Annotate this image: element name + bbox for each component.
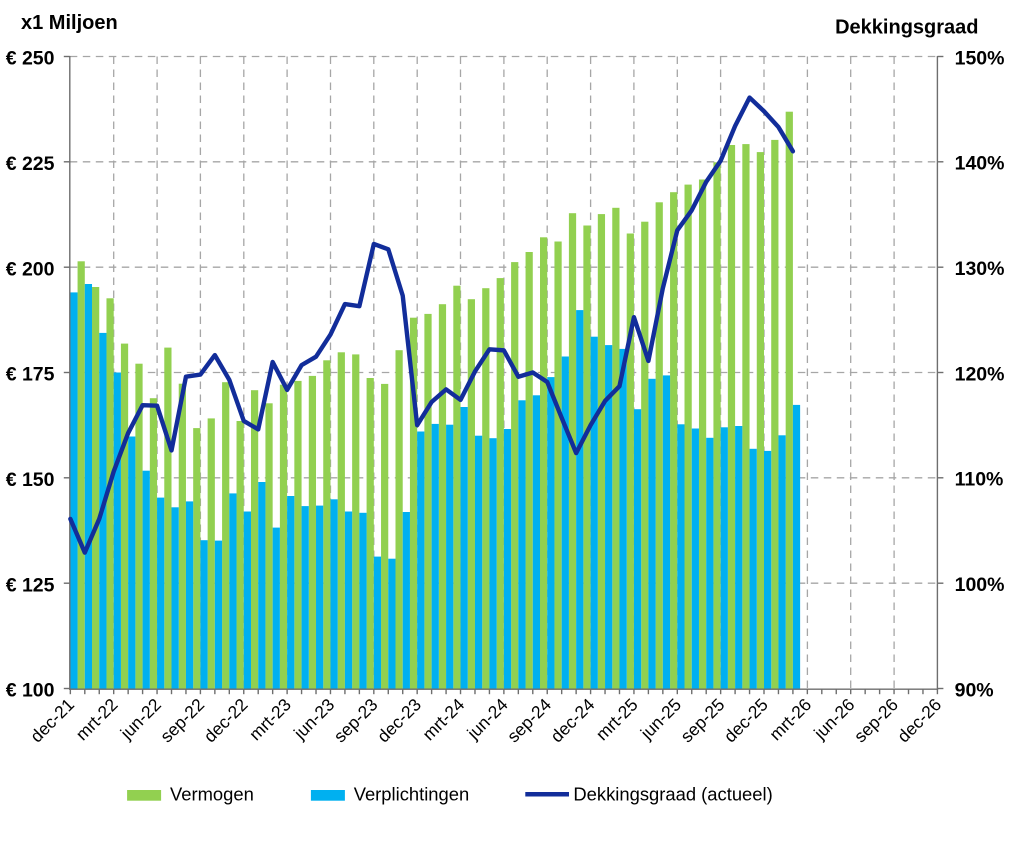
svg-text:€ 125: € 125 bbox=[6, 574, 55, 596]
svg-text:€ 100: € 100 bbox=[6, 680, 55, 702]
svg-text:Vermogen: Vermogen bbox=[170, 784, 254, 805]
svg-text:150%: 150% bbox=[955, 47, 1005, 69]
svg-text:Dekkingsgraad (actueel): Dekkingsgraad (actueel) bbox=[573, 784, 772, 805]
svg-text:90%: 90% bbox=[955, 679, 994, 701]
svg-text:€ 250: € 250 bbox=[6, 48, 55, 70]
svg-text:€ 150: € 150 bbox=[6, 469, 55, 491]
svg-text:110%: 110% bbox=[955, 469, 1004, 491]
svg-text:Dekkingsgraad: Dekkingsgraad bbox=[835, 17, 978, 39]
svg-text:€ 175: € 175 bbox=[6, 364, 55, 386]
svg-text:x1 Miljoen: x1 Miljoen bbox=[21, 12, 118, 34]
svg-text:Verplichtingen: Verplichtingen bbox=[354, 784, 470, 805]
svg-text:€ 225: € 225 bbox=[6, 153, 55, 175]
svg-text:€ 200: € 200 bbox=[6, 258, 55, 280]
svg-text:140%: 140% bbox=[955, 153, 1005, 175]
svg-text:120%: 120% bbox=[955, 363, 1005, 385]
svg-text:100%: 100% bbox=[955, 574, 1005, 596]
svg-text:130%: 130% bbox=[955, 258, 1005, 280]
